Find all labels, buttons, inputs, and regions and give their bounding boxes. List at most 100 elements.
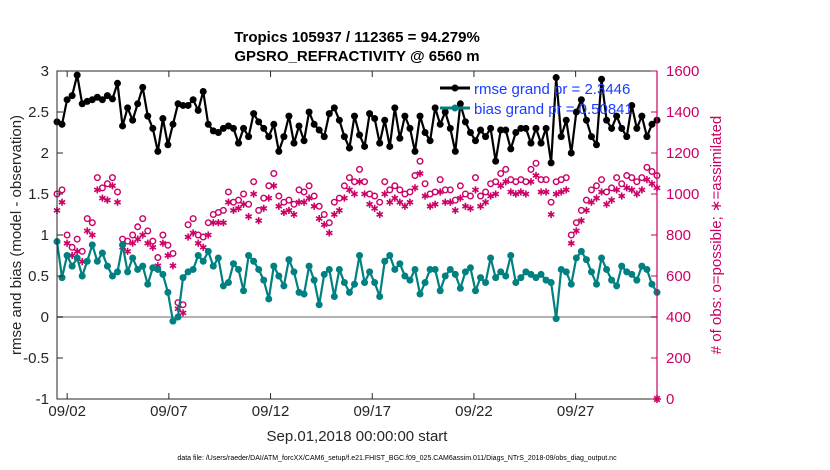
rmse-point <box>446 124 454 132</box>
bias-point <box>628 270 636 278</box>
bias-point <box>411 265 419 273</box>
possible-obs-marker <box>421 180 429 188</box>
right-axis-zero-marker <box>653 395 661 403</box>
assimilated-obs-marker <box>93 186 101 194</box>
bias-point <box>572 254 580 262</box>
rmse-point <box>603 116 611 124</box>
y-right-tick-label: 1000 <box>666 186 699 203</box>
possible-obs-marker <box>184 221 192 229</box>
bias-point <box>497 268 505 276</box>
possible-obs-marker <box>613 174 621 182</box>
rmse-point <box>345 144 353 152</box>
rmse-point <box>633 124 641 132</box>
y-left-tick-label: 1.5 <box>28 186 49 203</box>
assimilated-obs-marker <box>376 210 384 219</box>
assimilated-obs-marker <box>416 169 424 178</box>
assimilated-obs-marker <box>401 202 409 210</box>
rmse-point <box>235 139 243 147</box>
assimilated-obs-marker <box>189 229 197 237</box>
rmse-point <box>129 116 137 124</box>
bias-point <box>436 287 444 295</box>
rmse-point <box>275 147 283 155</box>
rmse-point <box>401 112 409 120</box>
possible-obs-marker <box>603 188 611 196</box>
bias-point <box>613 282 621 290</box>
bias-point <box>224 279 232 287</box>
assimilated-obs-marker <box>335 206 343 214</box>
assimilated-obs-marker <box>522 190 530 198</box>
rmse-point <box>582 116 590 124</box>
chart-subtitle: GPSRO_REFRACTIVITY @ 6560 m <box>234 48 479 65</box>
bias-point <box>552 315 560 323</box>
possible-obs-marker <box>577 206 585 214</box>
rmse-point <box>537 139 545 147</box>
bias-point <box>638 262 646 270</box>
y-left-tick-label: 0 <box>41 309 49 326</box>
assimilated-obs-marker <box>113 198 122 206</box>
possible-obs-marker <box>532 159 540 167</box>
assimilated-obs-marker <box>164 251 172 260</box>
possible-obs-marker <box>224 188 232 196</box>
y-right-tick-label: 400 <box>666 309 691 326</box>
bias-point <box>537 270 545 278</box>
possible-obs-marker <box>58 186 66 194</box>
rmse-point <box>608 124 616 132</box>
bias-point <box>426 265 434 273</box>
bias-point <box>255 265 263 273</box>
assimilated-obs-marker <box>411 184 419 192</box>
bias-point <box>73 254 81 262</box>
possible-obs-marker <box>139 215 147 223</box>
possible-obs-marker <box>330 198 338 206</box>
possible-obs-marker <box>88 219 96 227</box>
possible-obs-marker <box>83 215 91 223</box>
rmse-point <box>451 147 459 155</box>
bias-point <box>441 272 449 280</box>
bias-point <box>648 280 656 288</box>
y-right-tick-label: 800 <box>666 227 691 244</box>
bias-point <box>320 270 328 278</box>
assimilated-obs-marker <box>643 176 651 184</box>
assimilated-obs-marker <box>240 200 248 208</box>
bias-point <box>219 282 227 290</box>
rmse-point <box>587 133 595 141</box>
rmse-point <box>376 139 384 147</box>
assimilated-obs-marker <box>592 194 601 202</box>
bias-point <box>250 257 258 265</box>
possible-obs-marker <box>406 188 414 196</box>
legend: rmse grand pr = 2.3446 bias grand pr = 0… <box>440 81 633 118</box>
assimilated-obs-marker <box>381 190 389 198</box>
bias-point <box>416 290 424 298</box>
bias-point <box>63 252 71 259</box>
assimilated-obs-marker <box>88 231 96 239</box>
y-right-tick-label: 1400 <box>666 104 699 121</box>
rmse-point <box>73 71 81 79</box>
rmse-point <box>512 129 520 136</box>
possible-obs-marker <box>416 157 424 165</box>
rmse-point <box>240 124 248 132</box>
rmse-point <box>552 74 560 82</box>
y-left-tick-label: 2.5 <box>28 104 49 121</box>
rmse-point <box>315 126 323 134</box>
possible-obs-marker <box>154 254 162 262</box>
rmse-point <box>68 92 76 100</box>
assimilated-obs-marker <box>219 219 227 227</box>
assimilated-obs-marker <box>245 212 253 221</box>
assimilated-obs-marker <box>285 206 293 214</box>
possible-obs-marker <box>376 198 384 206</box>
rmse-point <box>613 112 621 120</box>
rmse-point <box>245 133 253 141</box>
assimilated-obs-marker <box>598 188 606 196</box>
possible-obs-marker <box>592 182 600 190</box>
possible-obs-marker <box>361 178 369 186</box>
possible-obs-marker <box>456 182 464 190</box>
y-left-tick-label: 0.5 <box>28 268 49 285</box>
assimilated-obs-marker <box>471 186 480 194</box>
bias-point <box>371 279 379 287</box>
possible-obs-marker <box>235 196 243 204</box>
assimilated-obs-marker <box>613 186 621 194</box>
assimilated-obs-marker <box>628 186 636 194</box>
bias-point <box>88 241 96 249</box>
rmse-point <box>411 147 419 155</box>
